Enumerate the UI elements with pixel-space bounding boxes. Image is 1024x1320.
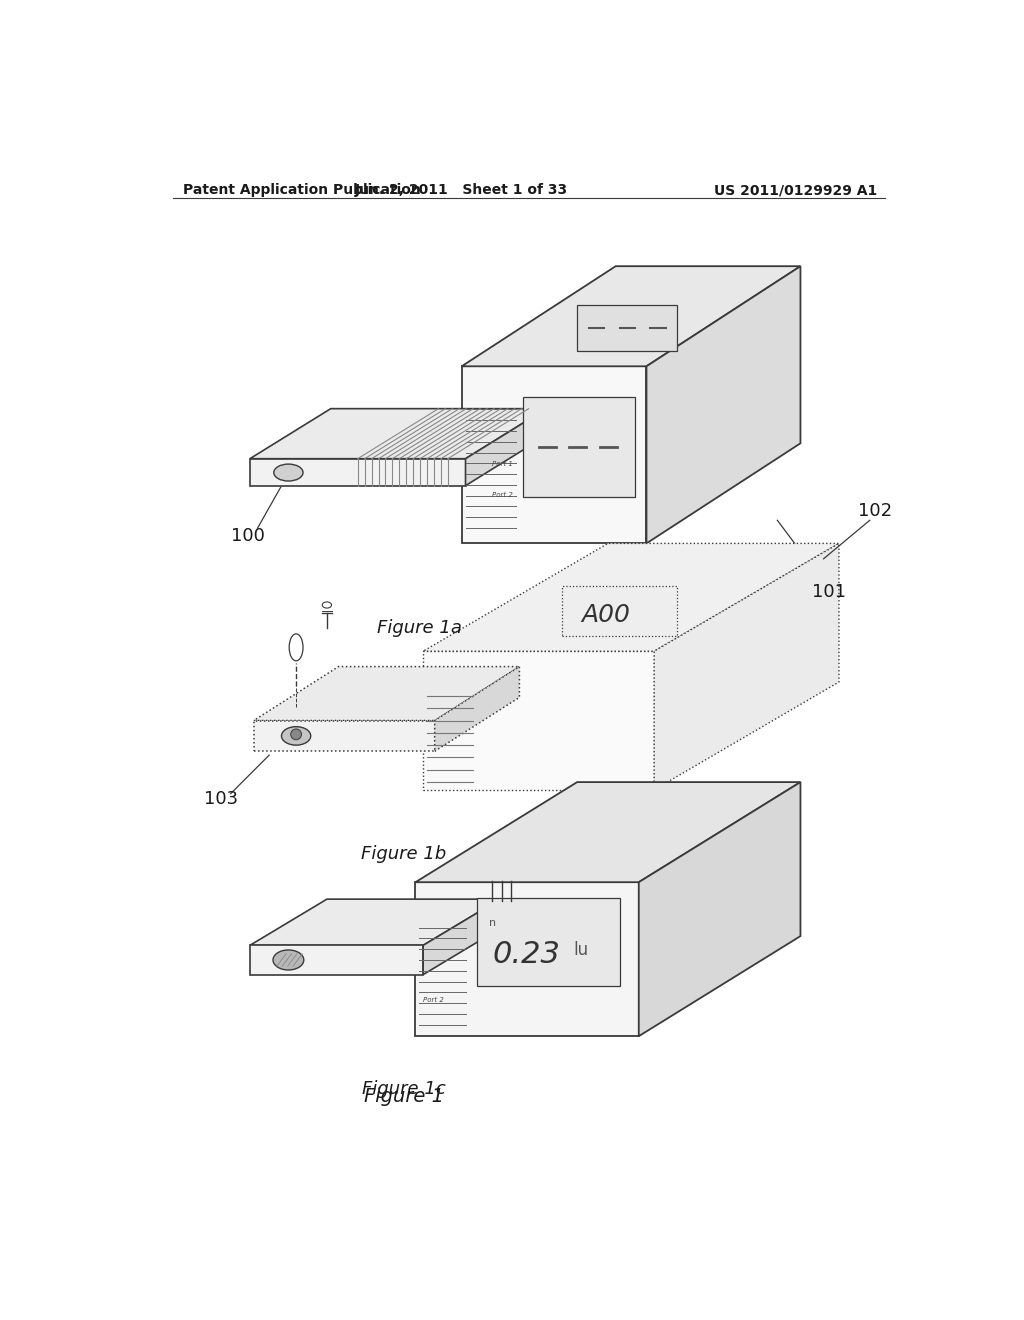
Polygon shape (416, 882, 639, 1036)
Ellipse shape (282, 726, 310, 744)
Text: A00: A00 (581, 603, 630, 627)
Text: Patent Application Publication: Patent Application Publication (183, 183, 421, 197)
Text: US 2011/0129929 A1: US 2011/0129929 A1 (714, 183, 878, 197)
Text: Figure 1c: Figure 1c (362, 1080, 445, 1098)
Polygon shape (423, 544, 839, 651)
Polygon shape (250, 945, 423, 974)
Ellipse shape (273, 950, 304, 970)
Polygon shape (416, 781, 801, 882)
Polygon shape (250, 899, 500, 945)
Polygon shape (466, 409, 547, 486)
Text: 103: 103 (204, 789, 238, 808)
Text: 101: 101 (812, 583, 846, 602)
Ellipse shape (323, 602, 332, 609)
Text: 100: 100 (230, 527, 264, 545)
Text: Figure 1b: Figure 1b (361, 845, 446, 863)
Polygon shape (254, 667, 519, 721)
Polygon shape (639, 781, 801, 1036)
Text: Jun. 2, 2011   Sheet 1 of 33: Jun. 2, 2011 Sheet 1 of 33 (355, 183, 568, 197)
Polygon shape (562, 586, 677, 636)
Text: Port 2: Port 2 (493, 492, 513, 498)
Polygon shape (254, 721, 435, 751)
Polygon shape (523, 397, 635, 498)
Text: 0.23: 0.23 (493, 940, 560, 969)
Text: lu: lu (573, 941, 589, 960)
Text: 102: 102 (858, 503, 892, 520)
Polygon shape (578, 305, 677, 351)
Polygon shape (462, 367, 646, 544)
Polygon shape (477, 898, 620, 986)
Polygon shape (250, 409, 547, 459)
Polygon shape (462, 267, 801, 367)
Ellipse shape (273, 465, 303, 480)
Ellipse shape (291, 729, 301, 739)
Polygon shape (654, 544, 839, 789)
Text: Port 1: Port 1 (493, 462, 513, 467)
Text: Port 2: Port 2 (423, 997, 444, 1003)
Polygon shape (423, 899, 500, 974)
Ellipse shape (289, 634, 303, 661)
Polygon shape (646, 267, 801, 544)
Polygon shape (435, 667, 519, 751)
Text: Figure 1: Figure 1 (364, 1086, 444, 1106)
Polygon shape (250, 459, 466, 486)
Text: Figure 1a: Figure 1a (377, 619, 462, 638)
Polygon shape (423, 651, 654, 789)
Text: n: n (488, 919, 496, 928)
